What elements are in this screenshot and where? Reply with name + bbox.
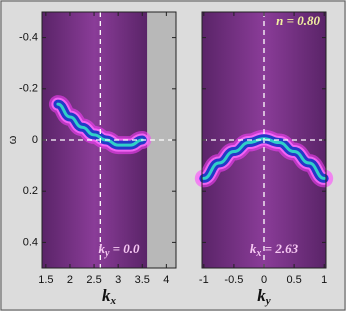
y-axis-label: ω xyxy=(7,135,19,144)
x-tick-label: -1 xyxy=(199,274,209,286)
y-tick-label: 0 xyxy=(32,134,38,146)
band-core xyxy=(56,102,144,147)
x-axis-label-subscript: x xyxy=(110,295,117,307)
x-axis-label-symbol: k xyxy=(257,286,266,305)
x-tick-label: 0.5 xyxy=(286,274,301,286)
x-axis-label-subscript: y xyxy=(264,295,271,307)
y-tick-label: -0.4 xyxy=(19,32,38,44)
annotation: n = 0.80 xyxy=(276,13,320,28)
x-tick-label: 3.5 xyxy=(135,274,150,286)
y-tick-label: -0.2 xyxy=(19,83,38,95)
annotation-text: = 0.0 xyxy=(109,241,140,256)
annotation-subscript: y xyxy=(104,248,110,259)
x-axis-label: ky xyxy=(257,286,271,307)
x-tick-label: 2 xyxy=(67,274,73,286)
x-tick-label: 3 xyxy=(115,274,121,286)
x-tick-label: 0 xyxy=(261,274,267,286)
annotation-symbol: k xyxy=(98,241,105,256)
x-tick-label: 1.5 xyxy=(38,274,53,286)
x-tick-label: 1 xyxy=(321,274,327,286)
y-tick-label: 0.4 xyxy=(23,236,38,248)
annotation: ky = 0.0 xyxy=(98,241,140,259)
y-tick-label: 0.2 xyxy=(23,185,38,197)
x-axis-label-symbol: k xyxy=(102,286,111,305)
annotation: kx = 2.63 xyxy=(250,241,299,259)
annotation-subscript: x xyxy=(255,248,261,259)
x-tick-label: -0.5 xyxy=(224,274,243,286)
annotation-symbol: k xyxy=(250,241,257,256)
x-axis-label: kx xyxy=(102,286,117,307)
x-tick-label: 2.5 xyxy=(86,274,101,286)
annotation-text: n = 0.80 xyxy=(276,13,320,28)
annotation-text: = 2.63 xyxy=(261,241,298,256)
x-tick-label: 4 xyxy=(163,274,169,286)
